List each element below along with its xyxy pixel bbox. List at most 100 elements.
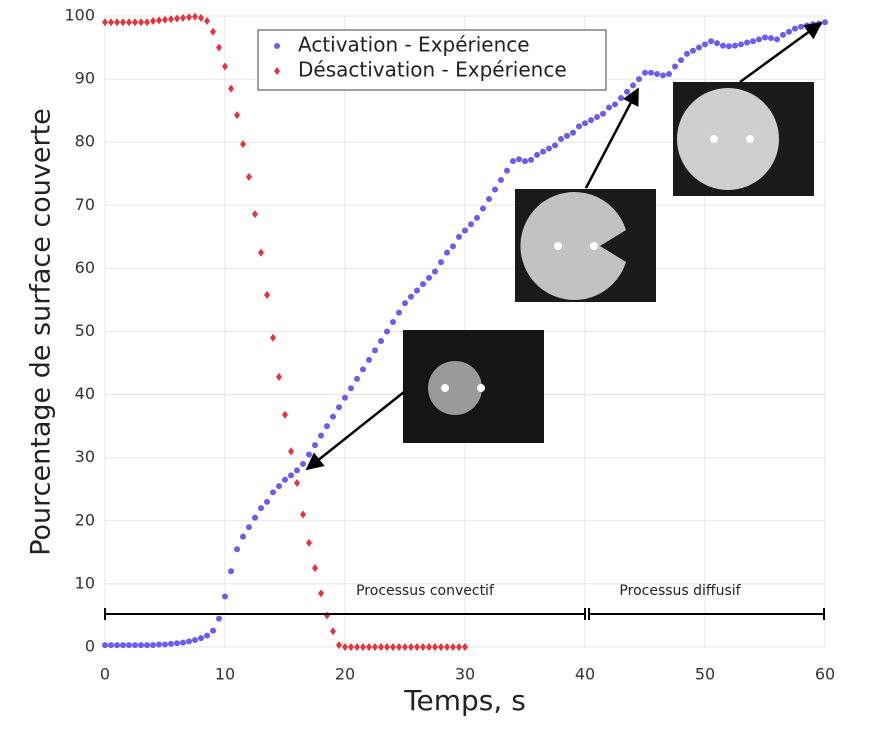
point	[432, 643, 438, 651]
point	[258, 505, 264, 512]
y-tick-label: 40	[75, 384, 95, 403]
point	[216, 43, 222, 52]
point	[312, 442, 318, 449]
point	[378, 337, 384, 344]
point	[444, 249, 450, 256]
annotation: Processus convectif	[356, 583, 495, 599]
point	[744, 39, 750, 46]
point	[318, 432, 324, 439]
point	[282, 476, 288, 483]
point	[330, 413, 336, 420]
point	[582, 120, 588, 127]
point	[414, 643, 420, 651]
point	[174, 640, 180, 647]
point	[366, 356, 372, 363]
point	[282, 410, 288, 419]
point	[678, 57, 684, 64]
point	[234, 546, 240, 553]
point	[756, 36, 762, 43]
point	[120, 18, 126, 27]
point	[360, 643, 366, 651]
point	[114, 18, 120, 27]
point	[822, 19, 828, 26]
point	[138, 642, 144, 649]
point	[456, 643, 462, 651]
point	[630, 82, 636, 89]
inset-image	[403, 330, 544, 443]
point	[450, 243, 456, 250]
x-tick-label: 60	[815, 665, 835, 684]
point	[318, 589, 324, 598]
point	[366, 643, 372, 651]
point	[162, 641, 168, 648]
point	[804, 22, 810, 29]
point	[306, 451, 312, 458]
point	[462, 227, 468, 234]
point	[600, 110, 606, 117]
point	[438, 643, 444, 651]
point	[726, 43, 732, 50]
point	[390, 643, 396, 651]
x-tick-label: 50	[695, 665, 715, 684]
x-tick-label: 10	[215, 665, 235, 684]
point	[648, 69, 654, 76]
point	[222, 62, 228, 71]
point	[468, 221, 474, 228]
point	[372, 347, 378, 354]
point	[402, 300, 408, 307]
y-tick-label: 30	[75, 447, 95, 466]
point	[498, 177, 504, 184]
point	[204, 632, 210, 639]
point	[408, 643, 414, 651]
point	[786, 28, 792, 35]
point	[570, 129, 576, 136]
point	[480, 205, 486, 212]
point	[510, 158, 516, 165]
point	[462, 643, 468, 651]
point	[102, 642, 108, 649]
point	[684, 50, 690, 57]
point	[294, 478, 300, 487]
point	[132, 18, 138, 27]
point	[456, 233, 462, 240]
point	[384, 328, 390, 335]
point	[264, 498, 270, 505]
point	[342, 643, 348, 651]
y-tick-label: 70	[75, 195, 95, 214]
x-tick-label: 30	[455, 665, 475, 684]
point	[132, 642, 138, 649]
point	[192, 12, 198, 21]
point	[768, 35, 774, 42]
y-tick-label: 100	[64, 6, 95, 25]
point	[354, 643, 360, 651]
point	[246, 172, 252, 181]
point	[438, 259, 444, 266]
point	[186, 13, 192, 22]
point	[168, 640, 174, 647]
point	[732, 42, 738, 49]
point	[522, 158, 528, 165]
point	[288, 447, 294, 456]
point	[258, 248, 264, 257]
point	[126, 642, 132, 649]
point	[348, 385, 354, 392]
point	[324, 423, 330, 430]
point	[714, 40, 720, 47]
point	[408, 293, 414, 300]
point	[540, 148, 546, 155]
y-tick-label: 20	[75, 510, 95, 529]
point	[228, 568, 234, 575]
point	[300, 461, 306, 468]
point	[378, 643, 384, 651]
point	[138, 18, 144, 27]
y-tick-label: 60	[75, 258, 95, 277]
y-tick-label: 80	[75, 132, 95, 151]
point	[486, 195, 492, 202]
point	[384, 643, 390, 651]
point	[552, 142, 558, 149]
point	[168, 15, 174, 24]
point	[642, 69, 648, 76]
point	[162, 15, 168, 24]
point	[144, 642, 150, 649]
